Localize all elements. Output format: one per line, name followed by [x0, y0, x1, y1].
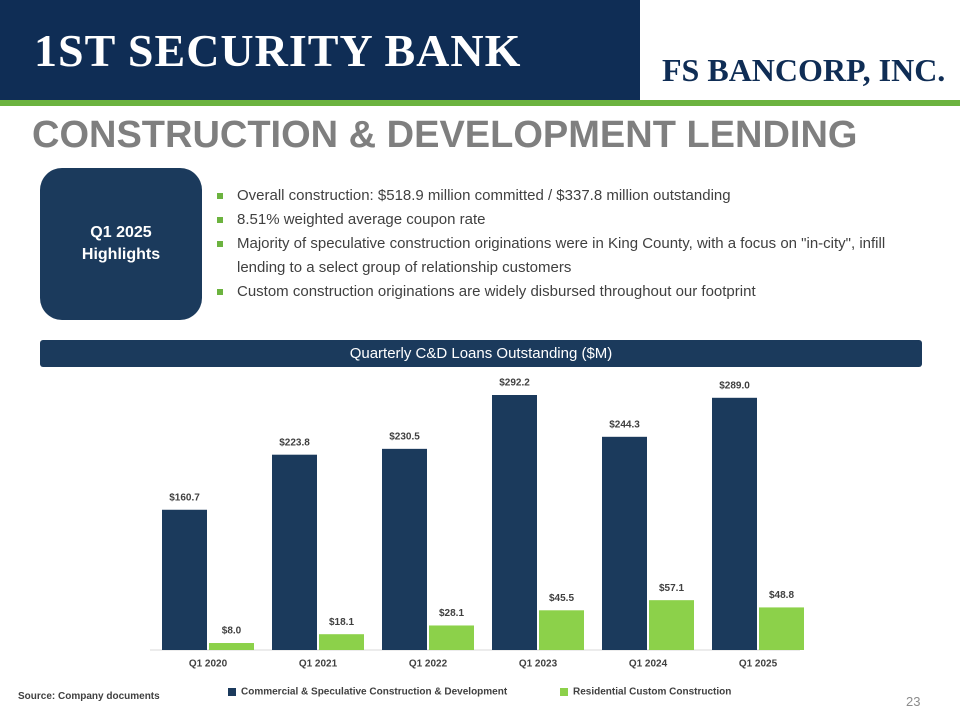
- page-number: 23: [906, 694, 921, 709]
- chart: Q1 2020 $160.7 $8.0 Q1 2021 $223.8 $18.1 Q1 20…: [150, 378, 804, 698]
- bar: [602, 436, 647, 650]
- x-tick-label: Q1 2025: [739, 659, 778, 670]
- chart-title: Quarterly C&D Loans Outstanding ($M): [40, 340, 922, 367]
- x-tick-label: Q1 2023: [519, 659, 558, 670]
- bar: [162, 509, 207, 650]
- highlights-label: Highlights: [81, 246, 161, 263]
- slide-title: CONSTRUCTION & DEVELOPMENT LENDING: [32, 114, 858, 156]
- bullet: 8.51% weighted average coupon rate: [215, 208, 925, 232]
- data-label: $160.7: [169, 492, 200, 503]
- legend-swatch: [228, 688, 236, 696]
- source-note: Source: Company documents: [18, 691, 160, 702]
- data-label: $57.1: [659, 583, 684, 594]
- highlights-box: Q1 2025 Highlights: [40, 168, 202, 320]
- divider: [0, 100, 960, 106]
- bar: [759, 607, 804, 650]
- data-label: $8.0: [222, 626, 242, 637]
- legend-label: Commercial & Speculative Construction & …: [241, 687, 508, 698]
- x-tick-label: Q1 2022: [409, 659, 448, 670]
- bar: [712, 397, 757, 650]
- bar: [539, 610, 584, 650]
- logo: FS BANCORP, INC.: [662, 52, 946, 88]
- data-label: $18.1: [329, 617, 354, 628]
- x-tick-label: Q1 2024: [629, 659, 668, 670]
- legend-label: Residential Custom Construction: [573, 687, 731, 698]
- highlights-label: Q1 2025: [90, 224, 152, 241]
- bullet: Overall construction: $518.9 million com…: [215, 184, 925, 208]
- x-tick-label: Q1 2020: [189, 659, 228, 670]
- data-label: $289.0: [719, 380, 750, 391]
- data-label: $45.5: [549, 593, 574, 604]
- bar: [492, 395, 537, 650]
- data-label: $48.8: [769, 590, 794, 601]
- bar: [649, 600, 694, 650]
- bullet-list: Overall construction: $518.9 million com…: [215, 184, 925, 304]
- bullet: Custom construction originations are wid…: [215, 280, 925, 304]
- data-label: $28.1: [439, 608, 464, 619]
- data-label: $292.2: [499, 378, 530, 389]
- bar: [382, 448, 427, 650]
- bar: [319, 634, 364, 650]
- bar: [272, 454, 317, 650]
- bar: [429, 625, 474, 650]
- data-label: $223.8: [279, 437, 310, 448]
- logo: 1ST SECURITY BANK: [34, 25, 522, 76]
- legend-swatch: [560, 688, 568, 696]
- data-label: $244.3: [609, 419, 640, 430]
- header-band: [0, 0, 640, 100]
- x-tick-label: Q1 2021: [299, 659, 338, 670]
- data-label: $230.5: [389, 431, 420, 442]
- bar: [209, 643, 254, 650]
- bullet: Majority of speculative construction ori…: [215, 232, 925, 280]
